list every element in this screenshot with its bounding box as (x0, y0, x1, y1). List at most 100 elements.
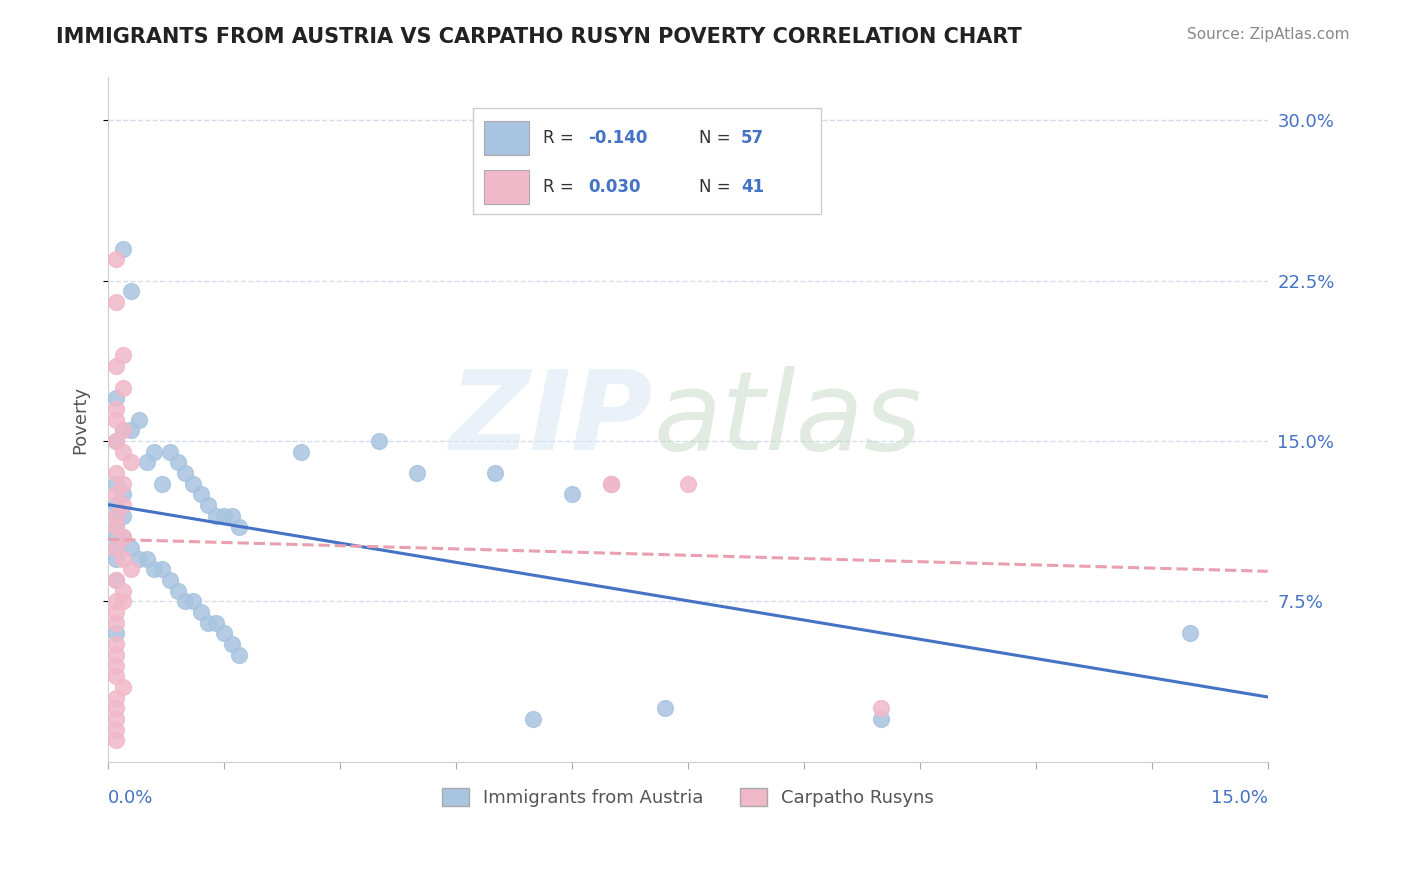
Point (112, 348, 135, 362)
Text: 15.0%: 15.0% (1211, 789, 1268, 807)
Point (104, 573, 127, 587)
Point (221, 637, 243, 651)
Point (104, 615, 127, 630)
Point (181, 594, 204, 608)
Point (104, 508, 127, 523)
Point (484, 466, 506, 480)
Point (174, 466, 197, 480)
Point (104, 541, 127, 555)
Text: Source: ZipAtlas.com: Source: ZipAtlas.com (1187, 27, 1350, 42)
Point (135, 455, 157, 469)
Point (290, 444, 312, 458)
Point (197, 615, 219, 630)
Point (599, 476, 621, 491)
Point (221, 508, 243, 523)
Point (120, 455, 142, 469)
Point (190, 487, 212, 501)
Point (112, 583, 135, 598)
Point (104, 733, 127, 747)
Point (135, 551, 157, 566)
Point (104, 252, 127, 267)
Point (104, 434, 127, 448)
Point (120, 562, 142, 576)
Point (112, 508, 135, 523)
Point (228, 648, 250, 662)
Point (112, 551, 135, 566)
Point (104, 551, 127, 566)
Point (104, 701, 127, 715)
Point (112, 498, 135, 512)
Point (128, 412, 150, 426)
Point (205, 615, 228, 630)
Point (104, 466, 127, 480)
Point (104, 476, 127, 491)
Point (112, 476, 135, 491)
Point (104, 519, 127, 533)
Point (112, 530, 135, 544)
Point (599, 476, 621, 491)
Point (128, 551, 150, 566)
Point (104, 508, 127, 523)
Point (120, 423, 142, 437)
Point (104, 519, 127, 533)
Point (676, 476, 699, 491)
Point (104, 498, 127, 512)
Point (367, 434, 389, 448)
Point (112, 594, 135, 608)
Point (104, 658, 127, 673)
Legend: Immigrants from Austria, Carpatho Rusyns: Immigrants from Austria, Carpatho Rusyns (434, 780, 941, 814)
Y-axis label: Poverty: Poverty (72, 385, 89, 454)
Point (104, 573, 127, 587)
Point (112, 242, 135, 256)
Point (104, 541, 127, 555)
Point (104, 434, 127, 448)
Text: 0.0%: 0.0% (108, 789, 153, 807)
Point (104, 690, 127, 705)
Point (112, 444, 135, 458)
Point (112, 423, 135, 437)
Point (174, 594, 197, 608)
Point (104, 412, 127, 426)
Point (104, 648, 127, 662)
Point (143, 562, 166, 576)
Point (197, 498, 219, 512)
Point (159, 573, 181, 587)
Point (654, 701, 676, 715)
Point (104, 669, 127, 683)
Point (104, 487, 127, 501)
Point (104, 712, 127, 726)
Point (104, 530, 127, 544)
Point (159, 444, 181, 458)
Point (190, 605, 212, 619)
Point (150, 562, 173, 576)
Point (166, 583, 188, 598)
Point (406, 466, 429, 480)
Point (120, 285, 142, 299)
Point (870, 712, 893, 726)
Point (112, 530, 135, 544)
Point (181, 476, 204, 491)
Point (205, 508, 228, 523)
Point (112, 487, 135, 501)
Point (104, 401, 127, 416)
Text: atlas: atlas (652, 366, 922, 473)
Point (112, 380, 135, 394)
Point (599, 476, 621, 491)
Point (104, 626, 127, 640)
Point (143, 444, 166, 458)
Point (112, 423, 135, 437)
Text: IMMIGRANTS FROM AUSTRIA VS CARPATHO RUSYN POVERTY CORRELATION CHART: IMMIGRANTS FROM AUSTRIA VS CARPATHO RUSY… (56, 27, 1022, 46)
Point (870, 701, 893, 715)
Text: ZIP: ZIP (450, 366, 652, 473)
Point (112, 680, 135, 694)
Point (522, 712, 544, 726)
Point (1180, 626, 1202, 640)
Point (120, 541, 142, 555)
Point (104, 359, 127, 373)
Point (104, 594, 127, 608)
Point (104, 723, 127, 737)
Point (166, 455, 188, 469)
Point (561, 487, 583, 501)
Point (104, 295, 127, 310)
Point (150, 476, 173, 491)
